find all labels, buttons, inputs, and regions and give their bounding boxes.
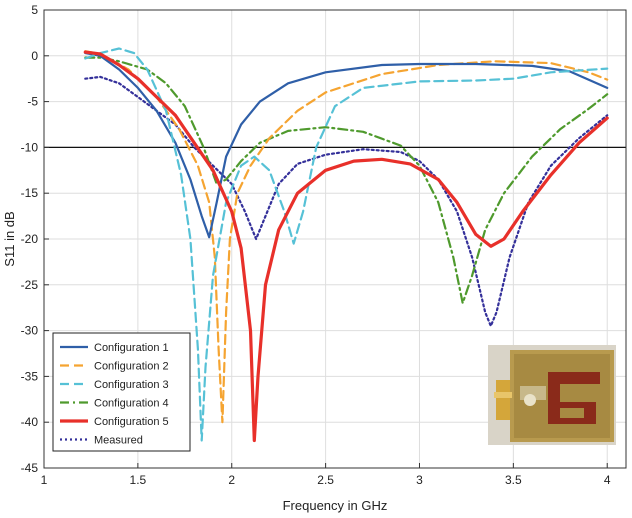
y-tick-label: -35 bbox=[21, 369, 39, 383]
legend-label: Configuration 5 bbox=[94, 416, 169, 428]
y-tick-label: -40 bbox=[21, 415, 39, 429]
y-tick-label: -30 bbox=[21, 324, 39, 338]
axis-ticks: 1 1.5 2 2.5 3 3.5 4 5 0 -5 -10 -15 -20 -25 -30 -35 -40 -4… bbox=[21, 3, 611, 487]
legend-label: Configuration 2 bbox=[94, 361, 169, 373]
legend-label: Configuration 4 bbox=[94, 398, 169, 410]
x-tick-label: 2.5 bbox=[317, 473, 334, 487]
y-tick-label: -25 bbox=[21, 278, 39, 292]
y-tick-label: -5 bbox=[27, 95, 38, 109]
x-tick-label: 4 bbox=[604, 473, 611, 487]
series-line-1 bbox=[84, 52, 609, 239]
y-tick-label: 5 bbox=[31, 3, 38, 17]
legend-label: Configuration 1 bbox=[94, 342, 169, 354]
y-tick-label: -20 bbox=[21, 232, 39, 246]
y-tick-label: -45 bbox=[21, 461, 39, 475]
x-tick-label: 3.5 bbox=[505, 473, 522, 487]
series-line-5 bbox=[83, 50, 609, 443]
legend-label: Measured bbox=[94, 435, 143, 447]
legend: Configuration 1 Configuration 2 Configurat… bbox=[52, 332, 191, 452]
antenna-prototype-photo bbox=[488, 345, 616, 445]
series-lines bbox=[83, 47, 609, 443]
y-tick-label: -10 bbox=[21, 140, 39, 154]
x-tick-label: 2 bbox=[228, 473, 235, 487]
y-tick-label: 0 bbox=[31, 49, 38, 63]
y-axis-title: S11 in dB bbox=[2, 211, 17, 266]
series-line-3 bbox=[84, 47, 609, 442]
series-line-4 bbox=[84, 56, 609, 305]
x-tick-label: 1.5 bbox=[130, 473, 147, 487]
x-tick-label: 1 bbox=[41, 473, 48, 487]
legend-label: Configuration 3 bbox=[94, 379, 169, 391]
x-tick-label: 3 bbox=[416, 473, 423, 487]
legend-box bbox=[52, 332, 191, 452]
x-axis-title: Frequency in GHz bbox=[283, 498, 388, 513]
y-tick-label: -15 bbox=[21, 186, 39, 200]
